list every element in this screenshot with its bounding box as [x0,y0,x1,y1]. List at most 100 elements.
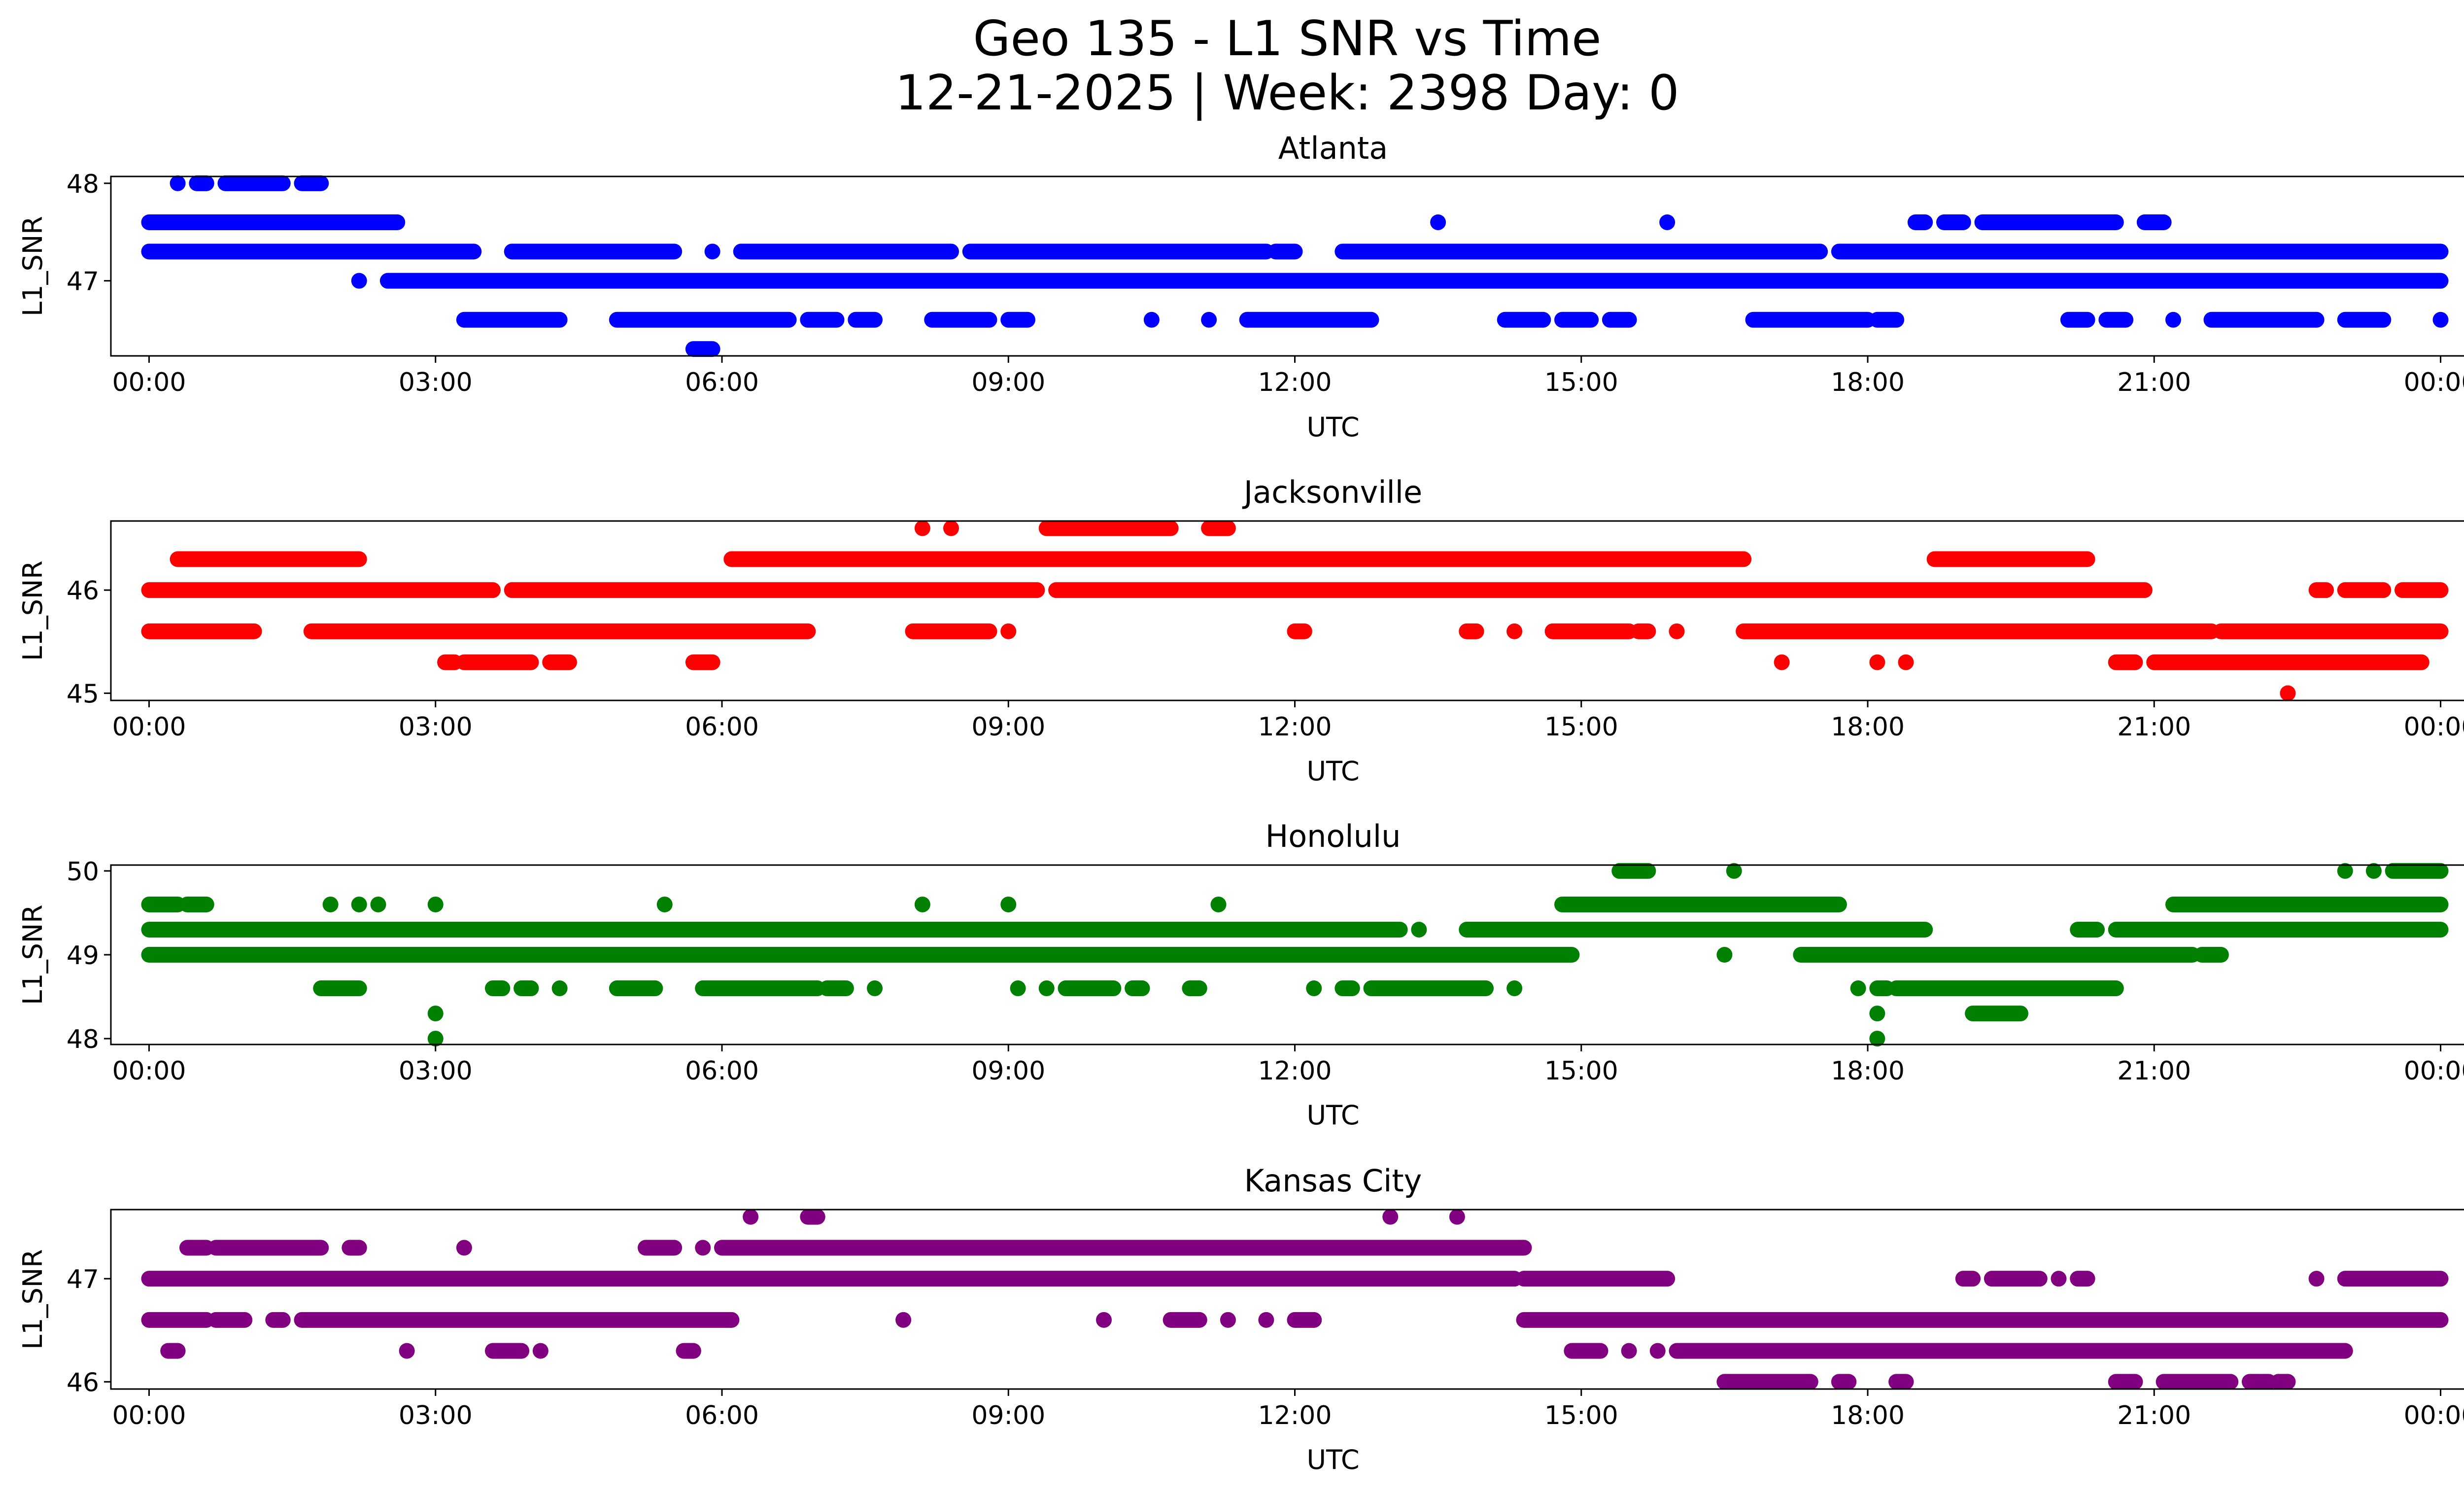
data-point-run [1869,654,1885,670]
data-point-run [141,243,482,260]
data-point-run [1220,1312,1236,1328]
data-point-run [2365,863,2382,879]
data-points [141,1209,2449,1390]
data-point-run [456,654,539,670]
data-point-run [1382,1209,1399,1225]
data-point-run [217,175,291,191]
x-tick-label: 03:00 [399,368,473,397]
x-tick-label: 15:00 [1544,712,1618,742]
x-tick-label: 18:00 [1831,1401,1905,1430]
x-tick-label: 12:00 [1258,1401,1332,1430]
data-point-run [2308,1271,2325,1287]
figure-title-line-2: 12-21-2025 | Week: 2398 Day: 0 [895,65,1679,121]
data-point-run [265,1312,291,1328]
x-tick-label: 15:00 [1544,1401,1618,1430]
data-point-run [1038,520,1179,536]
data-point-run [141,896,186,912]
x-tick-label: 00:00 [2404,368,2464,397]
subplot-atlanta: Atlanta 00:00 03:00 06:00 09:00 12:00 15:00 18… [17,130,2464,443]
y-axis-label: L1_SNR [17,216,48,316]
data-point-run [532,1343,548,1359]
subplot-title: Jacksonville [1242,474,1422,510]
data-point-run [2108,1374,2143,1390]
data-point-run [342,1240,367,1256]
data-point-run [1554,896,1847,912]
data-point-run [1716,1374,1818,1390]
data-point-run [2280,685,2296,701]
data-point-run [1459,623,1484,639]
data-point-run [2308,582,2334,598]
data-point-run [819,980,854,997]
data-point-run [1726,863,1742,879]
x-tick-label: 03:00 [399,1401,473,1430]
data-point-run [1516,1271,1676,1287]
data-point-run [1649,1343,1666,1359]
data-point-run [1869,312,1905,328]
data-point-run [1201,520,1236,536]
data-point-run [2337,582,2392,598]
figure-title-line-1: Geo 135 - L1 SNR vs Time [973,11,1602,67]
data-point-run [685,341,720,357]
data-point-run [170,175,186,191]
data-point-run [2165,896,2449,912]
data-point-run [141,947,1580,963]
data-point-run [485,980,511,997]
data-point-run [1564,1343,1608,1359]
data-point-run [609,980,663,997]
x-tick-label: 00:00 [112,1401,186,1430]
x-tick-label: 09:00 [971,712,1045,742]
data-point-run [141,921,1408,938]
x-tick-label: 03:00 [399,712,473,742]
data-point-run [2337,1271,2449,1287]
y-axis-label: L1_SNR [17,904,48,1005]
x-axis-label: UTC [1306,1444,1359,1475]
data-point-run [676,1343,701,1359]
y-tick-label: 49 [67,941,99,971]
data-point-run [733,243,959,260]
subplot-jacksonville: Jacksonville 00:00 03:00 06:00 09:00 12:00 15… [17,474,2464,787]
data-point-run [867,980,883,997]
data-point-run [1554,312,1599,328]
y-axis-ticks: 47 48 [67,170,111,297]
x-tick-label: 15:00 [1544,1056,1618,1086]
data-point-run [1544,623,1637,639]
data-point-run [1736,623,2220,639]
data-point-run [1497,312,1551,328]
data-point-run [1335,243,1828,260]
data-point-run [1000,623,1017,639]
data-point-run [1602,312,1637,328]
data-point-run [723,551,1752,567]
data-point-run [1611,863,1656,879]
data-point-run [1506,623,1523,639]
data-point-run [2165,312,2181,328]
data-point-run [1869,980,1895,997]
data-point-run [370,896,386,912]
axes-frame [110,175,2464,357]
x-axis-label: UTC [1306,756,1359,787]
data-point-run [542,654,577,670]
x-tick-label: 18:00 [1831,368,1905,397]
data-point-run [2098,312,2134,328]
y-tick-label: 50 [67,857,99,887]
x-tick-label: 21:00 [2117,712,2191,742]
data-point-run [905,623,997,639]
data-points [141,863,2449,1047]
data-point-run [427,1031,444,1047]
axes-frame [110,1209,2464,1390]
data-point-run [1459,921,1933,938]
data-point-run [1287,1312,1322,1328]
x-axis-label: UTC [1306,1100,1359,1131]
data-point-run [2108,921,2449,938]
x-tick-label: 18:00 [1831,712,1905,742]
data-point-run [294,175,329,191]
x-tick-label: 09:00 [971,1401,1045,1430]
data-point-run [1182,980,1207,997]
subplot-honolulu: Honolulu 00:00 03:00 06:00 09:00 12:00 15:00 1… [17,818,2464,1131]
data-point-run [1038,980,1055,997]
data-point-run [1411,921,1427,938]
data-point-run [2051,1271,2067,1287]
data-point-run [2108,654,2143,670]
x-tick-label: 00:00 [112,1056,186,1086]
data-point-run [2070,921,2105,938]
